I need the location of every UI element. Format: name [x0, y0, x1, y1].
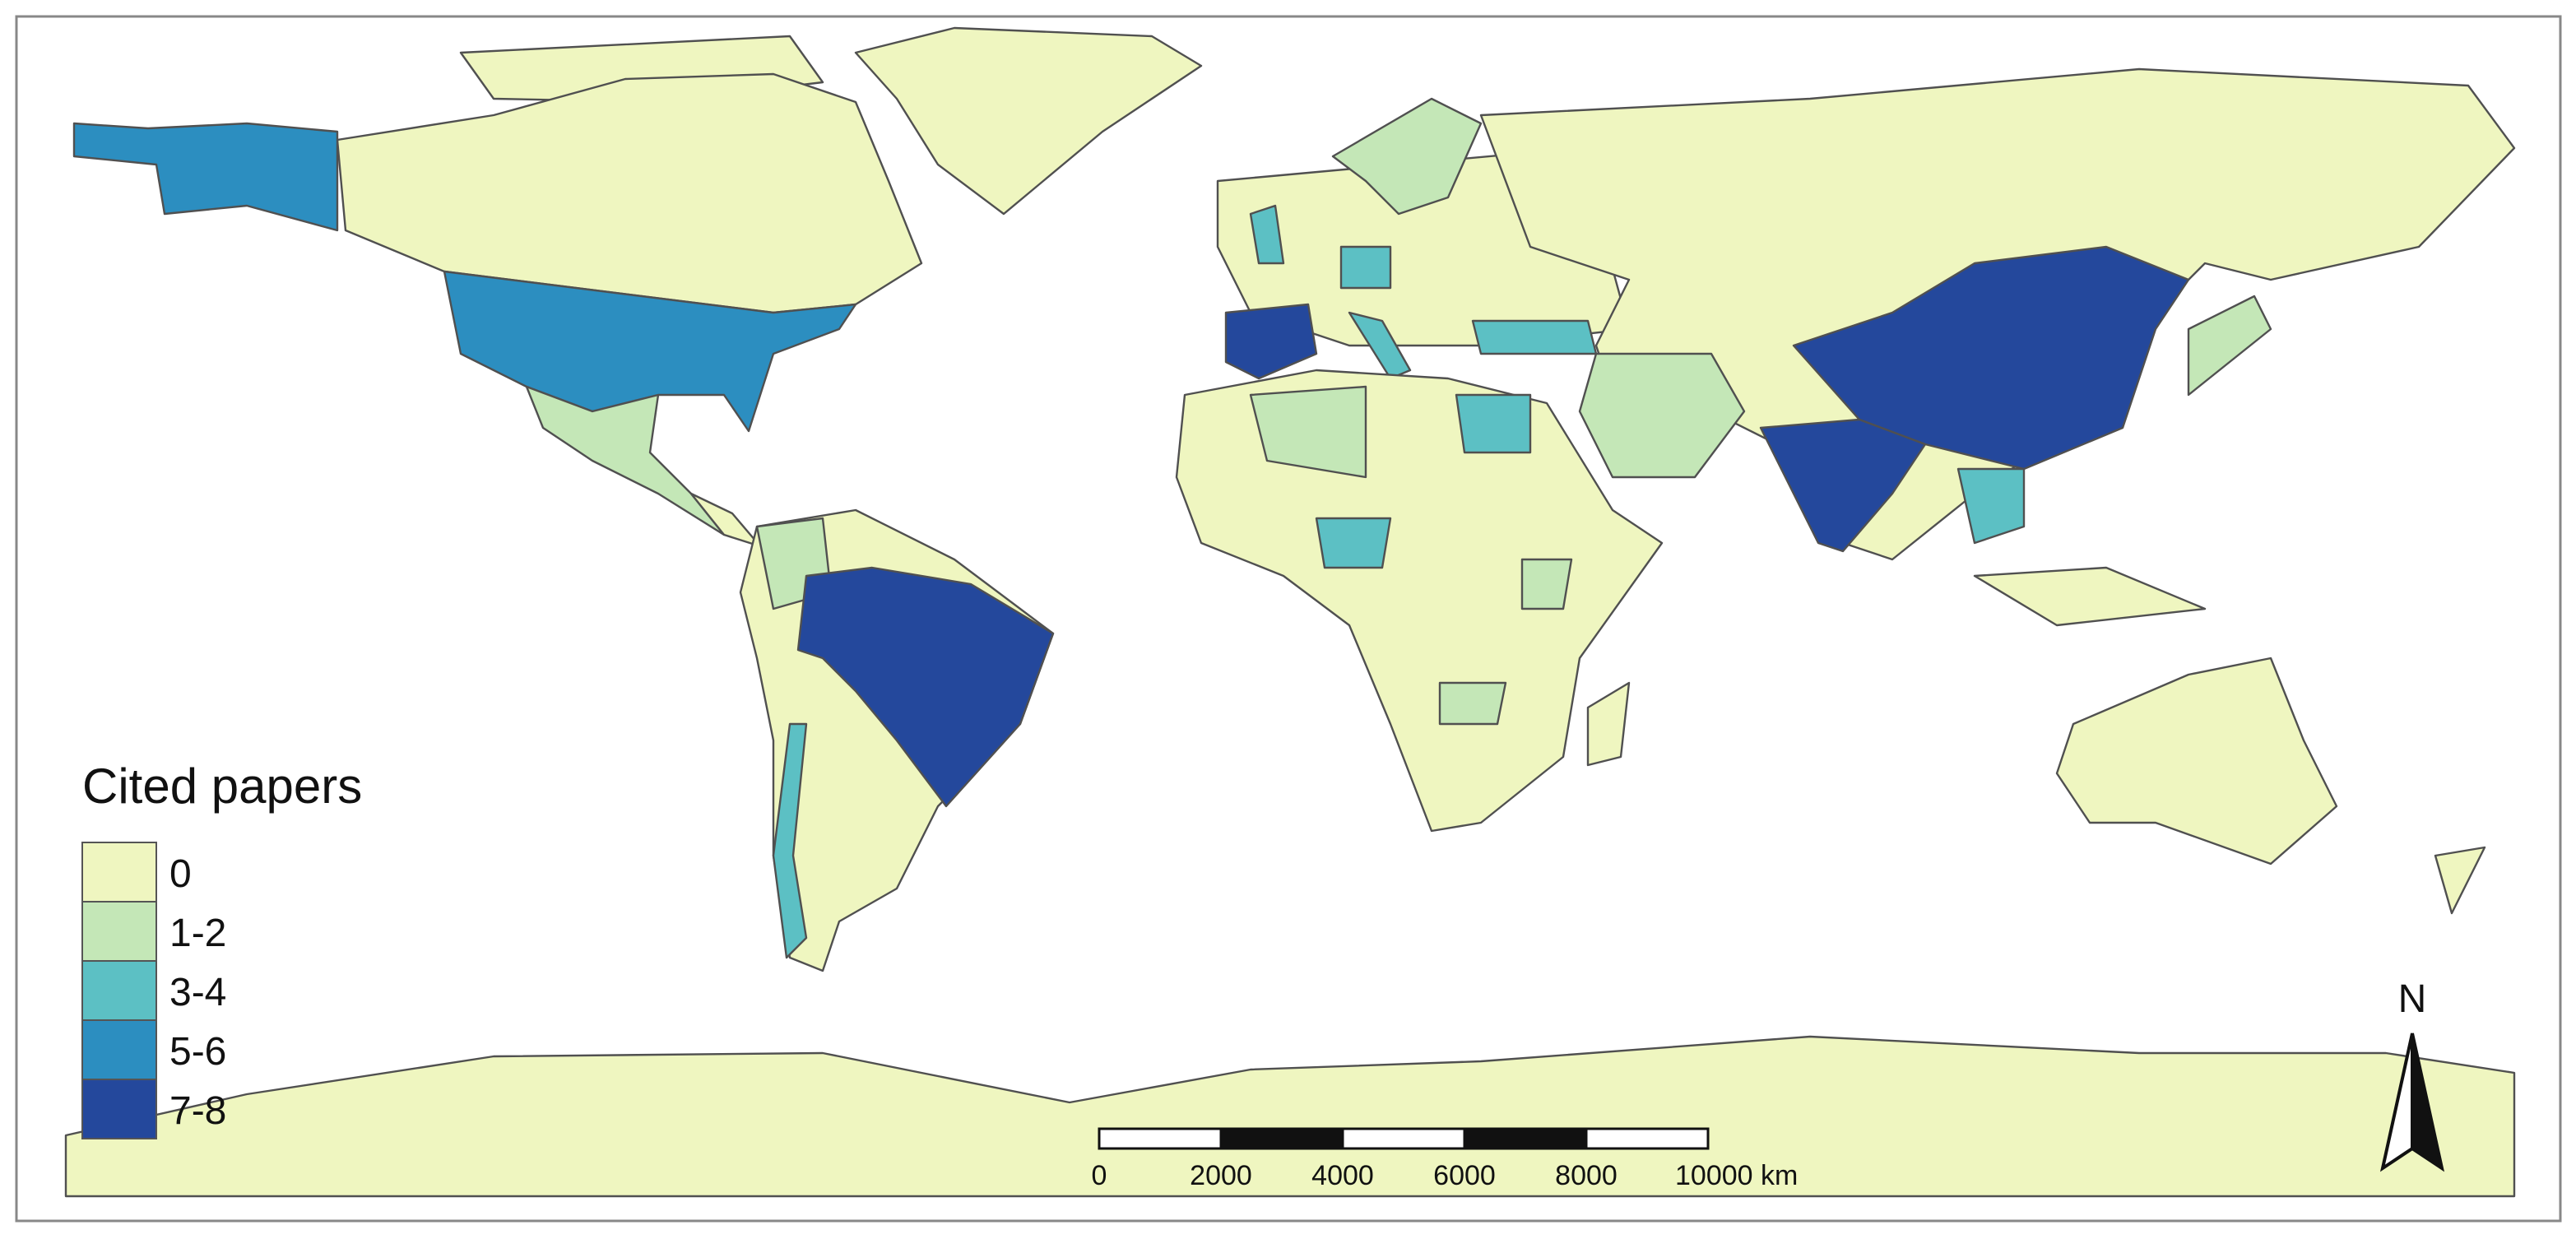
legend-label: 0 [169, 852, 192, 896]
brazil [796, 566, 1055, 808]
countries [64, 26, 2516, 1198]
turkey [1471, 319, 1598, 355]
scandinavia [1331, 97, 1483, 216]
southeast-asia [1956, 467, 2026, 545]
indonesia [1973, 566, 2207, 627]
nigeria [1315, 517, 1392, 569]
japan [2187, 295, 2272, 397]
new-zealand [2434, 846, 2486, 915]
legend-swatch [81, 960, 157, 1021]
madagascar [1586, 681, 1631, 767]
scale-segment [1098, 1127, 1223, 1150]
greenland [854, 26, 1203, 216]
legend-label: 5-6 [169, 1030, 226, 1074]
uk [1249, 204, 1285, 265]
scale-bar: 0 2000 4000 6000 8000 10000 km [1092, 1127, 1798, 1191]
scale-segment [1585, 1127, 1710, 1150]
africa [1175, 369, 1664, 833]
algeria [1249, 385, 1367, 479]
alaska [72, 122, 339, 232]
egypt [1455, 393, 1532, 454]
scale-label: 8000 [1555, 1160, 1618, 1191]
arrow-right [2411, 1032, 2445, 1172]
legend-label: 7-8 [169, 1089, 226, 1133]
legend-swatch [81, 842, 157, 903]
italy [1348, 311, 1412, 380]
scale-segment [1341, 1127, 1466, 1150]
legend-label: 3-4 [169, 971, 226, 1014]
usa [443, 270, 857, 433]
canada [336, 72, 923, 314]
legend-swatch [81, 1019, 157, 1080]
legend: 0 1-2 3-4 5-6 7-8 [81, 842, 226, 1139]
antarctica [64, 1035, 2516, 1198]
scale-label: 6000 [1433, 1160, 1496, 1191]
scale-segment [1463, 1127, 1588, 1150]
legend-swatch [81, 1079, 157, 1139]
scale-label: 10000 km [1675, 1160, 1798, 1191]
scale-segment [1219, 1127, 1344, 1150]
central-europe [1339, 245, 1392, 290]
legend-label: 1-2 [169, 912, 226, 955]
north-label: N [2398, 977, 2427, 1021]
zambia [1438, 681, 1507, 726]
kenya [1520, 558, 1573, 610]
chile [772, 722, 808, 959]
middle-east [1578, 352, 1746, 479]
north-arrow: N [2379, 977, 2445, 1172]
legend-swatch [81, 901, 157, 962]
spain [1224, 303, 1318, 380]
scale-label: 4000 [1311, 1160, 1374, 1191]
legend-title: Cited papers [82, 759, 362, 814]
india [1759, 418, 1927, 553]
scale-label: 0 [1092, 1160, 1107, 1191]
scale-label: 2000 [1190, 1160, 1252, 1191]
australia [2055, 657, 2338, 865]
